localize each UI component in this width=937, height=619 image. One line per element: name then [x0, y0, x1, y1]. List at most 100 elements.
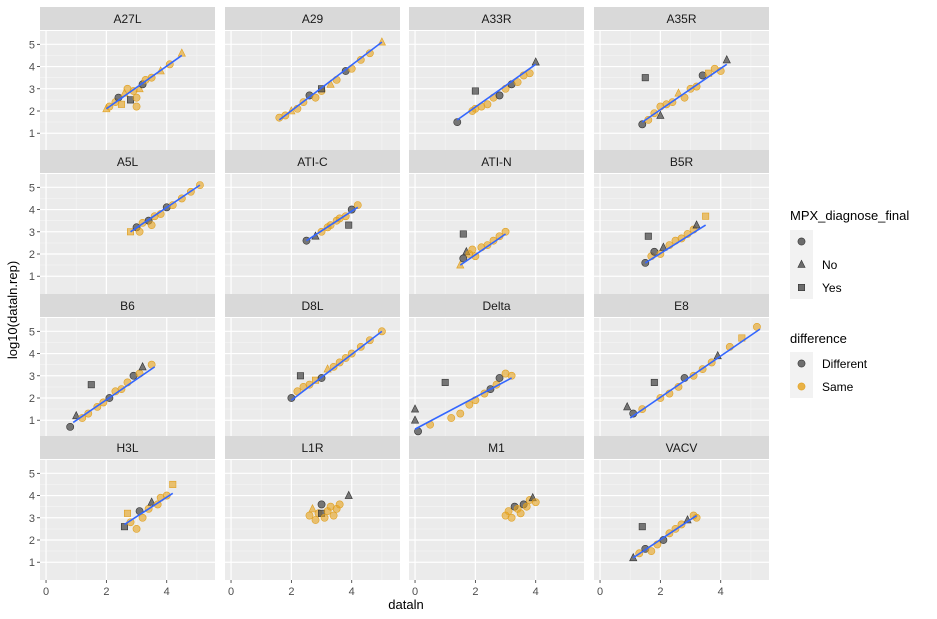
data-point: [147, 497, 156, 506]
data-point: [468, 245, 477, 254]
facet-panel: D8L: [225, 294, 400, 438]
x-tick-label: 4: [349, 586, 355, 598]
regression-line: [414, 377, 512, 430]
data-point: [66, 422, 75, 431]
legend-color-key: [797, 359, 806, 368]
data-point: [132, 102, 141, 111]
facet-strip: [594, 150, 769, 173]
data-point: [135, 227, 144, 236]
y-tick-label: 1: [29, 415, 35, 427]
facet-strip: [40, 7, 215, 30]
data-point: [471, 87, 479, 95]
data-point: [311, 516, 320, 524]
facet-strip: [409, 7, 584, 30]
data-point: [410, 404, 420, 413]
y-tick-label: 5: [29, 182, 35, 194]
data-point: [644, 232, 652, 240]
data-point: [638, 120, 647, 129]
facet-panel: A33R: [409, 7, 584, 151]
y-tick-label: 3: [29, 227, 35, 239]
y-tick-label: 4: [29, 349, 35, 361]
regression-line: [130, 184, 201, 233]
data-point: [72, 410, 81, 420]
regression-line: [459, 233, 507, 266]
legend: MPX_diagnose_final No Yes difference Diff…: [790, 208, 909, 398]
facet-panel: B5R: [594, 150, 769, 294]
facet-panel: E8: [594, 294, 769, 438]
facet-strip-label: D8L: [301, 299, 323, 313]
data-point: [453, 118, 462, 127]
facet-strip: [225, 150, 400, 173]
y-tick-label: 2: [29, 106, 35, 118]
data-point: [329, 511, 338, 520]
legend-shape-key: [797, 283, 805, 291]
panel-background: [594, 460, 769, 580]
panel-background: [594, 174, 769, 294]
y-tick-label: 5: [29, 326, 35, 338]
data-point: [507, 371, 516, 380]
facet-strip-label: E8: [674, 299, 689, 313]
legend-color-title: difference: [790, 331, 847, 346]
facet-strip: [225, 7, 400, 30]
facet-strip-label: VACV: [666, 441, 698, 455]
data-point: [87, 381, 95, 389]
data-point: [507, 513, 516, 522]
panel-background: [225, 174, 400, 294]
facet-strip-label: B5R: [670, 155, 694, 169]
data-point: [308, 504, 317, 513]
data-point: [647, 547, 656, 556]
data-point: [117, 100, 125, 108]
data-point: [483, 100, 492, 109]
data-point: [513, 78, 522, 87]
y-tick-label: 3: [29, 513, 35, 525]
data-point: [124, 509, 132, 517]
data-point: [132, 93, 141, 102]
data-point: [147, 221, 156, 230]
data-point: [447, 414, 456, 422]
regression-line: [105, 54, 183, 110]
x-axis-title: dataln: [388, 597, 423, 612]
facet-panel: B6 1 2 3 4 5: [29, 294, 215, 438]
data-point: [296, 372, 304, 380]
data-point: [692, 220, 701, 229]
data-point: [501, 227, 510, 236]
facet-panel: ATI-C: [225, 150, 400, 294]
regression-line: [290, 330, 383, 401]
x-tick-label: 4: [718, 586, 724, 598]
data-point: [459, 230, 467, 238]
data-point: [353, 201, 362, 210]
data-point: [305, 511, 314, 520]
data-point: [722, 55, 731, 64]
data-point: [135, 83, 144, 93]
legend-shape-label: Yes: [822, 281, 842, 295]
data-point: [656, 110, 665, 119]
y-tick-label: 4: [29, 62, 35, 74]
data-point: [311, 93, 320, 102]
regression-line: [72, 366, 156, 424]
data-point: [138, 513, 147, 522]
x-tick-label: 2: [103, 586, 109, 598]
facet-strip: [40, 436, 215, 459]
legend-shape-key: [797, 259, 806, 268]
data-point: [345, 221, 353, 229]
data-point: [456, 409, 465, 418]
facet-panel: L1R 0 2 4: [225, 436, 400, 598]
x-tick-label: 0: [412, 586, 418, 598]
x-tick-label: 4: [533, 586, 539, 598]
data-point: [326, 79, 335, 88]
y-tick-label: 2: [29, 535, 35, 547]
facet-strip: [40, 150, 215, 173]
legend-shape-title: MPX_diagnose_final: [790, 208, 909, 223]
data-point: [650, 378, 658, 386]
data-point: [335, 500, 344, 509]
facet-strip-label: A29: [302, 12, 324, 26]
data-point: [504, 507, 513, 516]
facet-panel: H3L 1 2 3 4 5 0 2 4: [29, 436, 215, 598]
facet-strip-label: H3L: [116, 441, 138, 455]
facet-panel: A5L 1 2 3 4 5: [29, 150, 215, 294]
facet-strip: [40, 294, 215, 317]
y-tick-label: 1: [29, 128, 35, 140]
facet-panel: A35R: [594, 7, 769, 151]
facet-strip: [409, 436, 584, 459]
